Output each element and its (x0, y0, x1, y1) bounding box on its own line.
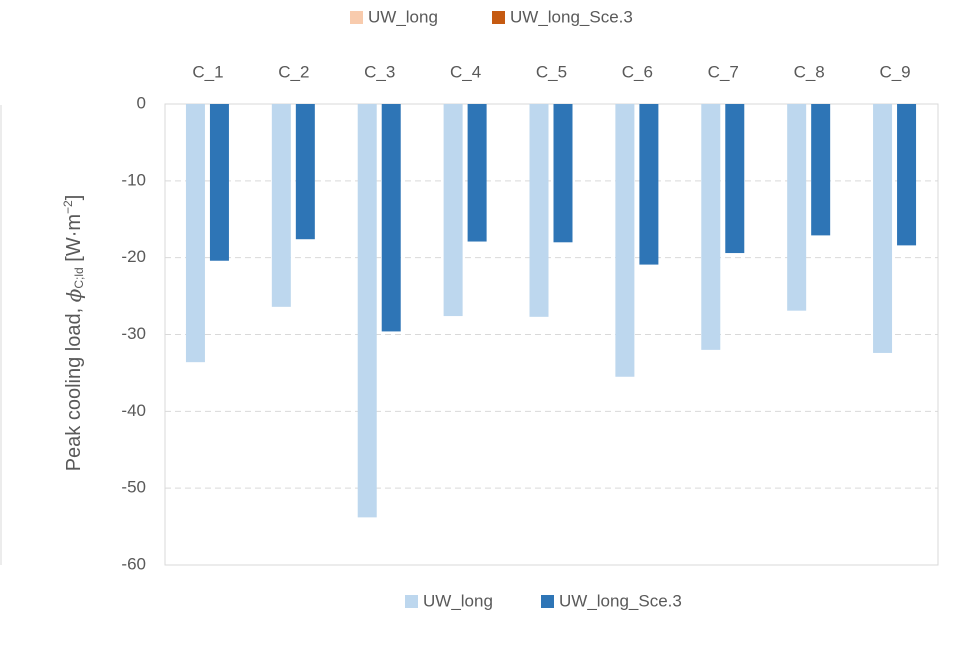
legend-swatch (350, 11, 363, 24)
bar (873, 104, 893, 353)
y-axis-title-part: Peak cooling load, (63, 302, 85, 471)
x-tick-label: C_6 (622, 62, 653, 81)
bar (701, 104, 721, 350)
bar (811, 104, 831, 236)
legend-swatch (405, 595, 418, 608)
x-tick-label: C_5 (536, 62, 567, 81)
y-tick-label: 0 (137, 93, 146, 112)
legend-label: UW_long (423, 591, 493, 610)
bar (295, 104, 315, 240)
y-tick-label: -20 (121, 247, 146, 266)
x-tick-label: C_1 (192, 62, 223, 81)
y-axis-title-part: [W·m (63, 214, 85, 267)
bar (529, 104, 549, 317)
y-tick-label: -40 (121, 401, 146, 420)
legend-label: UW_long_Sce.3 (559, 591, 682, 610)
y-tick-label: -30 (121, 324, 146, 343)
bar (209, 104, 229, 261)
bar (615, 104, 635, 377)
bar (897, 104, 917, 246)
legend-label: UW_long_Sce.3 (510, 7, 633, 26)
bar (271, 104, 291, 307)
x-tick-label: C_9 (879, 62, 910, 81)
y-tick-label: -10 (121, 170, 146, 189)
bar (357, 104, 377, 518)
x-tick-label: C_3 (364, 62, 395, 81)
bar (553, 104, 573, 243)
y-axis-title-part: ] (63, 195, 85, 201)
y-axis-title: Peak cooling load, ϕC;ld [W·m−2] (61, 195, 86, 472)
y-axis-title-part: ϕ (62, 288, 86, 302)
legend-label: UW_long (368, 7, 438, 26)
x-tick-label: C_4 (450, 62, 481, 81)
x-tick-label: C_8 (794, 62, 825, 81)
legend-swatch (541, 595, 554, 608)
bar (443, 104, 463, 317)
bar (639, 104, 659, 265)
y-axis-title-part: −2 (61, 200, 75, 214)
x-tick-label: C_7 (708, 62, 739, 81)
bar (787, 104, 807, 311)
bar (185, 104, 205, 363)
x-tick-label: C_2 (278, 62, 309, 81)
y-tick-label: -50 (121, 478, 146, 497)
bar (725, 104, 745, 254)
bar (381, 104, 401, 332)
bar (467, 104, 487, 242)
y-tick-label: -60 (121, 554, 146, 573)
y-axis-title-part: C;ld (72, 267, 86, 288)
legend-swatch (492, 11, 505, 24)
